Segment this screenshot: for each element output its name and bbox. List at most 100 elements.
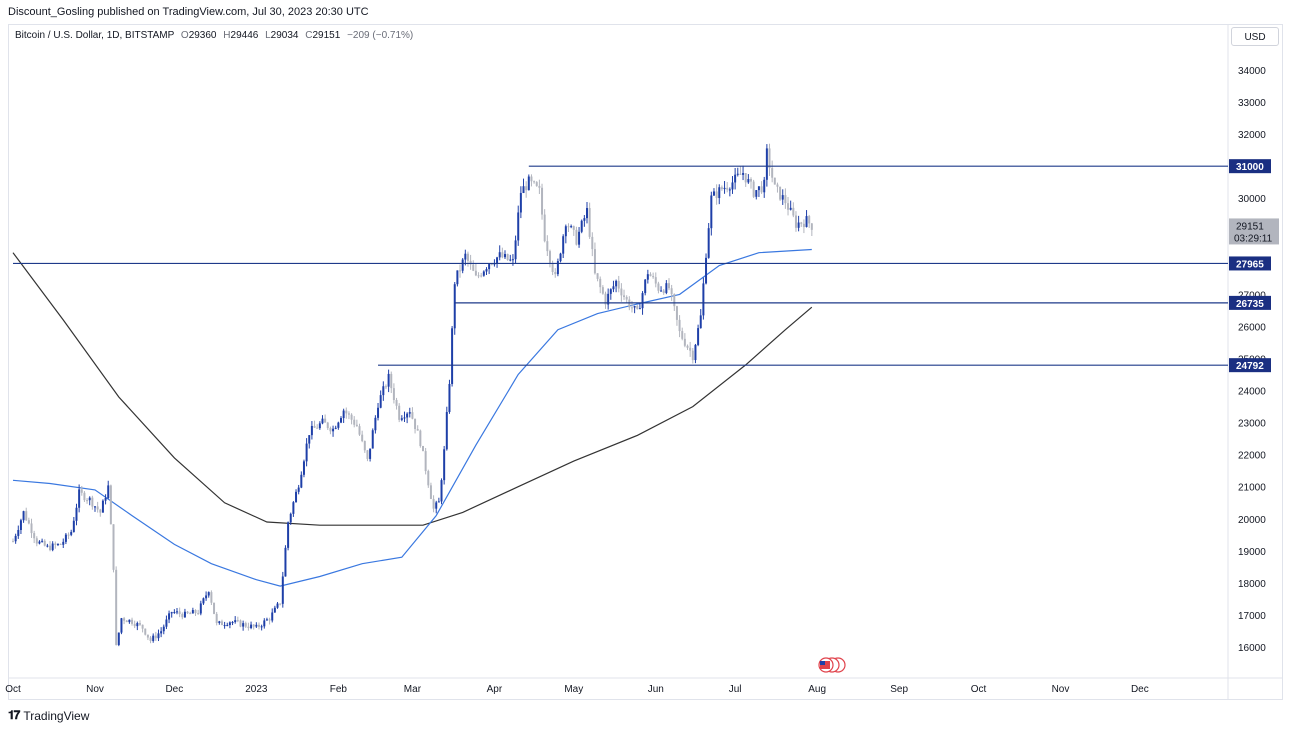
candle-body [596, 273, 599, 279]
candle-body [377, 407, 380, 418]
candle-body [710, 195, 713, 229]
candle-body [506, 254, 509, 260]
candle-body [302, 461, 305, 475]
candle-body [504, 254, 506, 258]
candle-body [525, 186, 528, 191]
x-tick-label: Dec [165, 684, 183, 695]
candle-body [437, 501, 440, 503]
candle-body [771, 168, 774, 178]
candle-body [398, 405, 401, 420]
candle-body [810, 223, 813, 230]
candle-body [226, 625, 229, 627]
y-tick-label: 17000 [1238, 611, 1266, 622]
candle-body [694, 344, 697, 361]
candle-body [511, 259, 514, 261]
chart-frame [8, 24, 1283, 700]
candle-body [207, 592, 210, 596]
price-level-label-bg [1229, 358, 1271, 373]
candle-body [35, 538, 38, 544]
candle-body [210, 592, 213, 603]
candle-body [295, 491, 298, 503]
candle-body [183, 611, 186, 618]
last-price-label: 29151 [1236, 221, 1264, 232]
x-tick-label: Dec [1131, 684, 1149, 695]
candle-body [747, 179, 750, 183]
candle-body [326, 422, 329, 429]
candle-body [117, 632, 120, 645]
y-tick-label: 34000 [1238, 66, 1266, 77]
candle-body [623, 295, 626, 297]
symbol-name: Bitcoin / U.S. Dollar, 1D, BITSTAMP [15, 30, 175, 41]
x-tick-label: Oct [971, 684, 987, 695]
candle-body [535, 182, 538, 186]
candle-body [461, 259, 464, 271]
candle-body [570, 226, 573, 228]
candle-body [250, 624, 253, 629]
candle-body [665, 283, 668, 293]
candle-body [287, 522, 290, 548]
candle-body [70, 531, 73, 535]
currency-button[interactable]: USD [1231, 27, 1279, 46]
x-tick-label: May [564, 684, 583, 695]
x-tick-label: Mar [404, 684, 422, 695]
candle-body [440, 480, 443, 502]
candle-body [284, 547, 287, 577]
candle-body [472, 264, 475, 271]
candle-body [199, 603, 202, 614]
y-tick-label: 22000 [1238, 451, 1266, 462]
candle-body [551, 262, 554, 273]
candle-body [705, 257, 708, 284]
y-tick-label: 23000 [1238, 419, 1266, 430]
candle-body [382, 386, 385, 396]
candle-body [99, 509, 102, 513]
candle-body [448, 383, 451, 413]
candle-body [101, 500, 104, 513]
candle-body [213, 602, 216, 614]
candle-body [321, 418, 324, 424]
candle-body [123, 618, 126, 621]
candle-body [760, 186, 763, 193]
candle-body [675, 306, 678, 320]
flag-canton [820, 661, 825, 665]
candle-body [273, 607, 276, 613]
candle-body [728, 189, 731, 191]
candle-body [416, 429, 419, 431]
candle-body [387, 373, 390, 387]
candle-body [215, 613, 218, 624]
candle-body [519, 193, 522, 213]
candle-body [59, 543, 62, 545]
candle-body [247, 626, 250, 629]
candle-body [125, 620, 128, 623]
candle-body [300, 474, 303, 488]
candle-body [567, 226, 570, 228]
candle-body [488, 264, 491, 270]
candle-body [316, 427, 319, 429]
candle-body [384, 386, 387, 388]
candles [12, 143, 813, 647]
candle-body [363, 441, 366, 451]
candle-body [464, 253, 467, 260]
candle-body [350, 414, 353, 420]
candle-body [131, 619, 134, 624]
candle-body [686, 345, 689, 348]
high-value: 29446 [230, 30, 259, 41]
candle-body [763, 179, 766, 193]
price-level-label-bg [1229, 256, 1271, 271]
candle-body [572, 226, 575, 230]
candle-body [265, 619, 268, 621]
candle-body [205, 595, 208, 599]
footer: 𝟏𝟕 TradingView [8, 708, 89, 723]
x-tick-label: Aug [808, 684, 826, 695]
candle-body [638, 308, 641, 310]
candle-body [80, 489, 83, 493]
candle-body [260, 626, 263, 628]
candle-body [742, 173, 745, 175]
candle-body [337, 422, 340, 428]
candle-body [146, 634, 149, 638]
candle-body [768, 148, 771, 169]
candle-body [424, 451, 427, 472]
candle-body [466, 253, 469, 261]
candle-body [654, 277, 657, 284]
candle-body [355, 424, 358, 427]
